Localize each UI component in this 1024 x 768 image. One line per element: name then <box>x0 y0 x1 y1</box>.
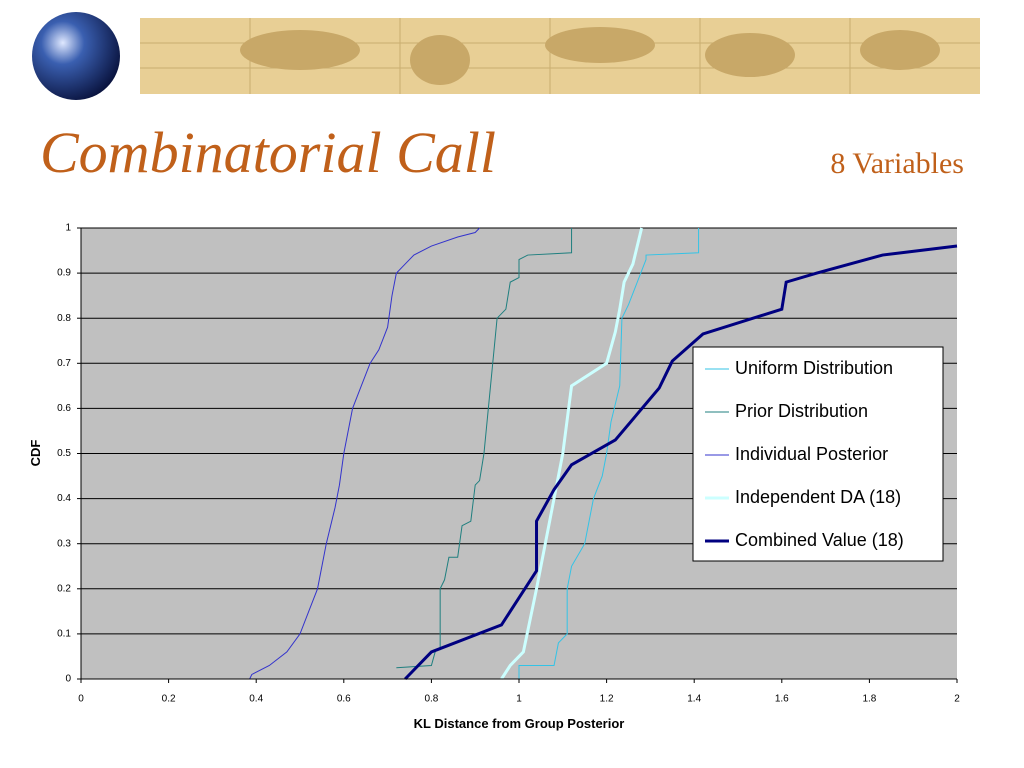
x-tick-label: 0.8 <box>424 694 438 705</box>
x-tick-label: 1.4 <box>687 694 701 705</box>
x-tick-label: 0.4 <box>249 694 263 705</box>
series-line <box>500 227 644 680</box>
series-line <box>518 228 700 679</box>
y-tick-label: 0.5 <box>57 448 71 459</box>
ticks: 0 0.1 0.2 0.3 0.4 0.5 0.6 0.7 0.8 0.9 1 0 0.2 0.4 0.6 0… <box>57 223 960 705</box>
x-axis-label: KL Distance from Group Posterior <box>414 716 625 731</box>
y-tick-label: 0.7 <box>57 358 71 369</box>
series-line <box>396 228 573 669</box>
x-tick-label: 1.8 <box>862 694 876 705</box>
y-tick-label: 0.6 <box>57 403 71 414</box>
y-axis-label: CDF <box>28 440 43 467</box>
legend-label: Prior Distribution <box>735 401 868 421</box>
legend-items: Uniform Distribution Prior Distribution In… <box>705 358 904 550</box>
y-tick-label: 0.4 <box>57 493 71 504</box>
y-tick-label: 1 <box>65 223 71 234</box>
slide-subtitle: 8 Variables <box>830 147 964 180</box>
legend-label: Independent DA (18) <box>735 487 901 507</box>
x-tick-label: 2 <box>954 694 960 705</box>
slide-title: Combinatorial Call <box>40 120 496 185</box>
x-tick-label: 0 <box>78 694 84 705</box>
y-tick-label: 0.2 <box>57 583 71 594</box>
legend-label: Individual Posterior <box>735 444 888 464</box>
y-tick-label: 0.1 <box>57 629 71 640</box>
legend-label: Combined Value (18) <box>735 530 904 550</box>
legend-label: Uniform Distribution <box>735 358 893 378</box>
lines <box>249 227 958 681</box>
y-tick-label: 0.3 <box>57 538 71 549</box>
series-line <box>404 244 958 681</box>
map-land <box>240 27 940 85</box>
globe <box>32 12 120 100</box>
legend <box>692 346 944 562</box>
x-tick-label: 1.2 <box>600 694 614 705</box>
y-tick-label: 0 <box>65 674 71 685</box>
y-tick-label: 0.9 <box>57 268 71 279</box>
series-line <box>249 227 480 680</box>
y-tick-label: 0.8 <box>57 313 71 324</box>
x-tick-label: 1 <box>516 694 522 705</box>
x-tick-label: 0.6 <box>337 694 351 705</box>
x-tick-label: 0.2 <box>162 694 176 705</box>
x-tick-label: 1.6 <box>775 694 789 705</box>
